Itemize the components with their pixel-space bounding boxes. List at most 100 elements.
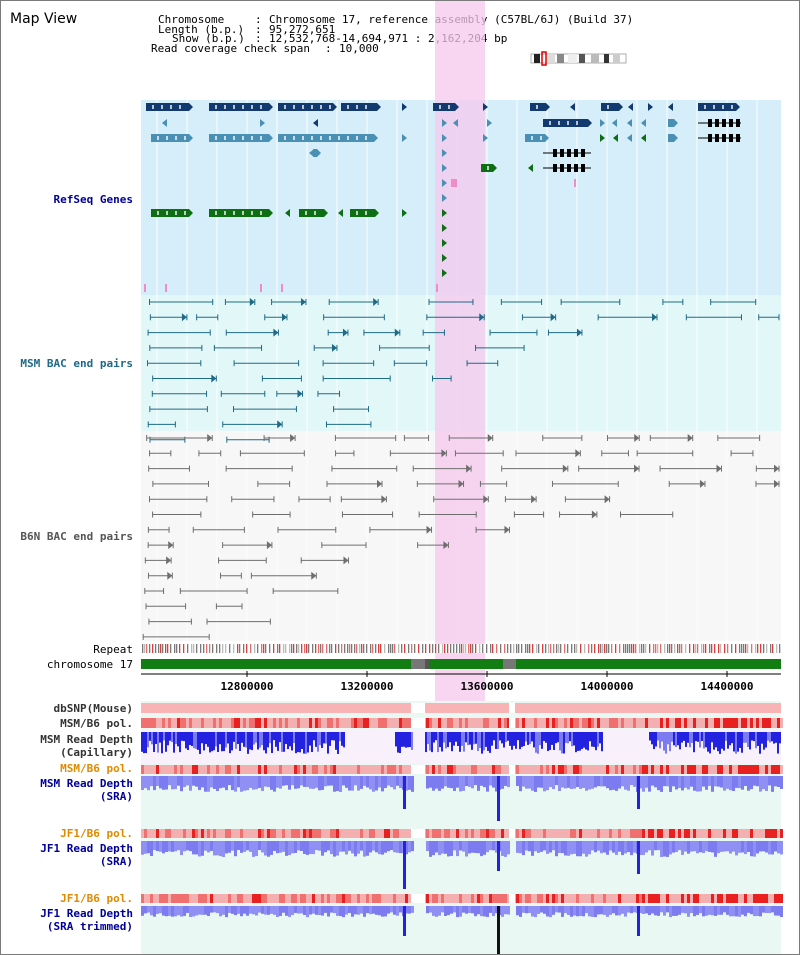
pol-bin [576,718,579,728]
bac-end-pair [662,299,684,305]
chromosome-bar[interactable] [141,659,781,669]
pol-bin [720,894,723,903]
depth-bin [669,841,672,855]
depth-bin [342,776,345,786]
pol-bin [192,718,195,728]
pol-bin [249,718,252,728]
pol-bin [282,765,285,774]
bac-end-pair [148,465,190,472]
pol-bin [714,765,717,774]
b6n-bac-label: B6N BAC end pairs [20,530,133,543]
depth-bin [468,776,471,787]
depth-bin [618,906,621,916]
pol-bin [447,894,450,903]
pol-bin [201,718,204,728]
depth-bin [576,906,579,917]
depth-bin [462,906,465,913]
msm-bac-track[interactable] [146,298,780,443]
pol-bin [633,718,636,728]
pol-bin [405,765,408,774]
variation-depth-tracks[interactable] [141,703,783,954]
depth-bin [207,732,209,747]
depth-bin [549,906,552,918]
pol-bin [249,829,252,838]
repeat-element [384,644,386,653]
depth-bin [657,906,660,916]
pol-bin [600,894,603,903]
depth-bin [354,841,357,857]
depth-bin [426,906,429,914]
depth-bin [189,841,192,852]
pol-bin [597,894,600,903]
pol-bin [309,829,312,838]
pol-bin [324,718,327,728]
pol-bin [543,765,546,774]
depth-bin [667,732,669,745]
depth-bin [339,776,342,792]
depth-bin [533,732,535,748]
refseq-genes-track[interactable] [144,103,741,292]
repeat-element [318,644,320,653]
repeat-element [254,644,256,653]
bac-end-pair [418,511,477,518]
depth-bin [624,776,627,790]
pol-bin [387,765,390,774]
depth-bin [581,732,583,749]
pol-bin [264,718,267,728]
depth-bin [252,776,255,790]
depth-bin [237,732,239,745]
depth-bin [431,732,433,753]
gene-feature [668,103,673,111]
pol-bin [228,718,231,728]
depth-bin [732,906,735,917]
depth-bin [405,841,408,855]
gene-exon [729,119,733,127]
pol-bin [645,765,648,774]
repeat-track[interactable] [141,644,781,653]
pol-bin [258,718,261,728]
gene-feature [165,284,167,292]
pol-bin [567,765,570,774]
bac-end-pair [179,588,248,594]
repeat-element [553,644,555,653]
pol-bin [663,829,666,838]
pol-bin [429,829,432,838]
depth-bin [276,906,279,917]
pol-bin [378,894,381,903]
depth-bin [271,732,273,753]
pol-bin [756,765,759,774]
pol-bin [720,718,723,728]
pol-bin [672,718,675,728]
depth-bin [207,776,210,792]
pol-bin [537,718,540,728]
pol-bin [303,765,306,774]
pol-bin [399,765,402,774]
chromosome-ideogram[interactable] [530,51,627,66]
depth-bin [509,732,511,746]
bac-end-pair [606,434,640,442]
pol-bin [735,894,738,903]
depth-bin [153,776,156,791]
pol-bin [477,894,480,903]
bac-end-pair [730,450,754,457]
depth-bin [726,776,729,789]
depth-bin [387,841,390,852]
depth-bin [444,906,447,916]
depth-bin [312,906,315,914]
repeat-element [456,644,458,653]
pol-bin [678,829,681,838]
bac-end-pair [198,450,222,457]
pol-bin [426,718,429,728]
pol-bin [771,894,774,903]
repeat-element [142,644,144,653]
pol-bin [174,829,177,838]
repeat-element [392,644,394,653]
depth-bin [567,841,570,856]
b6n-bac-track[interactable] [142,434,780,640]
gene-exon [729,134,733,142]
depth-bin [427,732,429,745]
depth-bin [673,732,675,746]
pol-gap [411,718,425,728]
repeat-element [560,644,562,653]
